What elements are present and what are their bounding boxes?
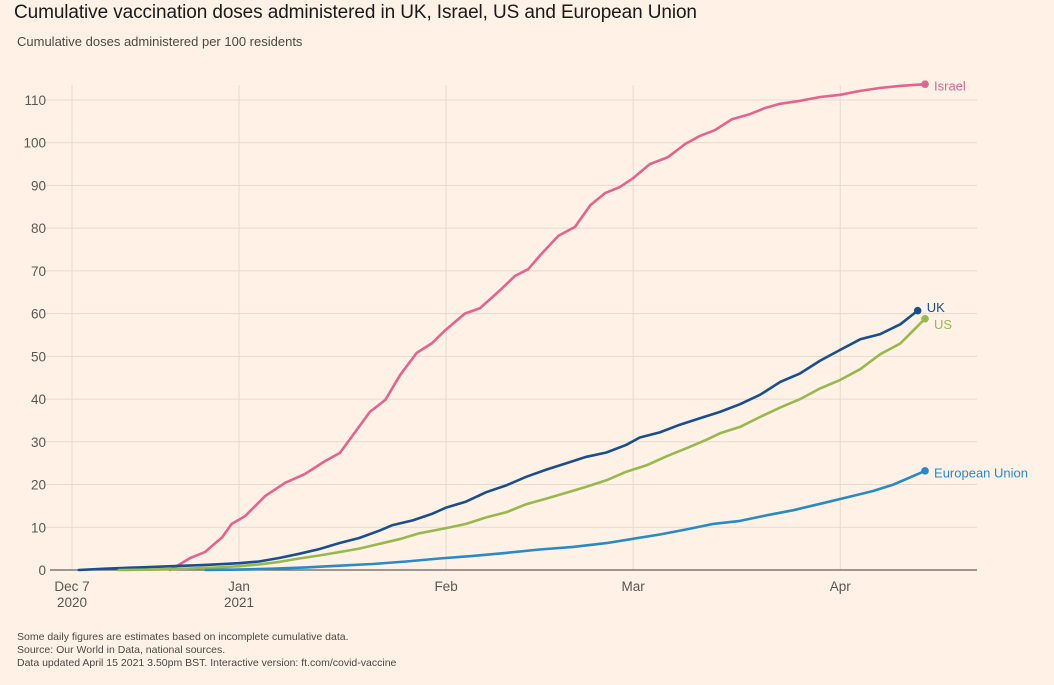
y-tick-label: 110 (24, 93, 46, 108)
gridlines (44, 85, 977, 570)
series-lines (77, 80, 929, 572)
series-line-uk (77, 309, 919, 572)
y-tick-label: 20 (31, 478, 46, 493)
y-tick-label: 30 (31, 435, 46, 450)
chart-subtitle: Cumulative doses administered per 100 re… (17, 34, 303, 49)
update-note: Data updated April 15 2021 3.50pm BST. I… (17, 657, 397, 669)
series-label-us: US (934, 317, 952, 332)
series-label-uk: UK (927, 300, 945, 315)
x-tick-label: Mar (621, 579, 645, 594)
y-tick-label: 70 (31, 264, 46, 279)
endpoint-marker-uk (913, 306, 922, 315)
footnote: Some daily figures are estimates based o… (17, 631, 349, 643)
chart-title: Cumulative vaccination doses administere… (14, 2, 697, 23)
y-tick-label: 0 (38, 563, 46, 578)
y-tick-label: 60 (31, 307, 46, 322)
endpoint-marker-european-union (921, 467, 929, 475)
y-tick-label: 50 (31, 349, 46, 364)
x-tick-sublabel: 2020 (57, 595, 87, 610)
x-tick-label: Apr (830, 579, 852, 594)
x-tick-sublabel: 2021 (224, 595, 254, 610)
x-tick-label: Jan (228, 579, 250, 594)
series-label-european-union: European Union (934, 465, 1028, 480)
endpoint-marker-us (921, 314, 929, 323)
endpoint-marker-israel (921, 80, 929, 88)
series-labels: Israel UK US European Union (927, 79, 1028, 481)
x-tick-label: Dec 7 (54, 579, 89, 594)
series-line-israel (168, 82, 927, 572)
series-line-european-union (204, 469, 927, 572)
y-tick-label: 90 (31, 178, 46, 193)
series-line-us (117, 317, 927, 572)
source-note: Source: Our World in Data, national sour… (17, 644, 226, 656)
x-tick-label: Feb (434, 579, 457, 594)
y-tick-label: 10 (31, 520, 46, 535)
y-tick-label: 100 (23, 136, 46, 151)
y-tick-label: 40 (31, 392, 46, 407)
series-label-israel: Israel (934, 79, 966, 94)
chart-footer: Some daily figures are estimates based o… (17, 631, 396, 670)
y-tick-label: 80 (31, 221, 46, 236)
